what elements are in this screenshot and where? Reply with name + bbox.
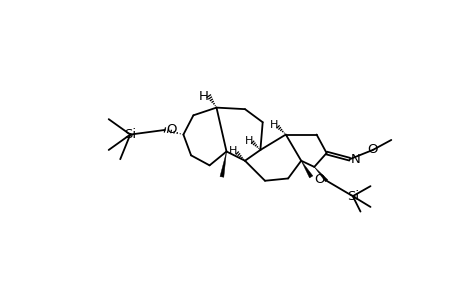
Text: Si: Si <box>124 128 136 141</box>
Text: H: H <box>198 90 208 103</box>
Text: H: H <box>244 136 252 146</box>
Text: O: O <box>314 173 325 187</box>
Text: H: H <box>269 120 278 130</box>
Polygon shape <box>301 161 312 178</box>
Text: N: N <box>351 153 360 166</box>
Text: O: O <box>367 143 377 157</box>
Text: O: O <box>166 123 177 136</box>
Text: H: H <box>228 146 236 157</box>
Polygon shape <box>313 167 327 182</box>
Text: Si: Si <box>346 190 358 203</box>
Polygon shape <box>219 152 226 177</box>
